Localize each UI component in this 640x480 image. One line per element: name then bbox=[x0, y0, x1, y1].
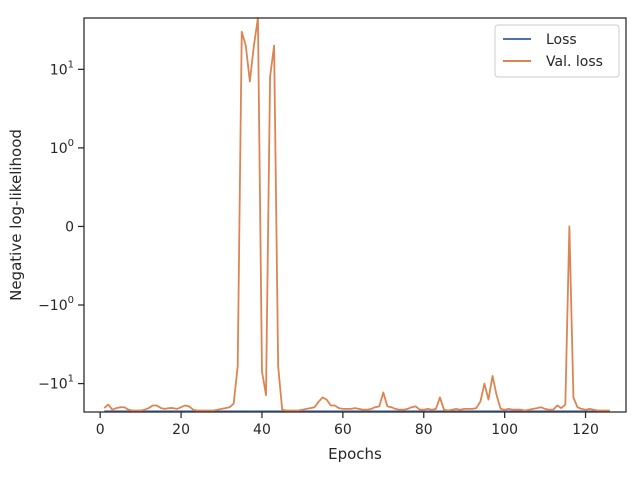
y-tick-label: −100 bbox=[38, 295, 74, 314]
plot-background bbox=[84, 18, 626, 412]
x-tick-label: 80 bbox=[415, 422, 433, 438]
x-tick-label: 0 bbox=[96, 422, 105, 438]
y-axis-label: Negative log-likelihood bbox=[7, 129, 25, 301]
y-tick-label: 101 bbox=[50, 59, 74, 78]
y-tick-label: 100 bbox=[50, 138, 74, 157]
x-tick-label: 120 bbox=[572, 422, 599, 438]
series-line-val-loss bbox=[103, 17, 610, 412]
y-tick-label: −101 bbox=[38, 374, 74, 393]
x-tick-label: 20 bbox=[172, 422, 190, 438]
series-layer bbox=[103, 17, 610, 413]
y-tick-label: 0 bbox=[65, 219, 74, 235]
legend-label-loss: Loss bbox=[546, 32, 577, 48]
legend-label-val-loss: Val. loss bbox=[546, 54, 603, 70]
x-tick-label: 100 bbox=[491, 422, 518, 438]
y-ticks: 101 100 0 −100 −101 bbox=[38, 59, 84, 393]
x-tick-label: 60 bbox=[334, 422, 352, 438]
x-tick-label: 40 bbox=[253, 422, 271, 438]
x-axis-label: Epochs bbox=[328, 445, 382, 463]
plot-frame bbox=[83, 17, 627, 413]
legend: Loss Val. loss bbox=[494, 24, 620, 78]
x-ticks: 0 20 40 60 80 100 120 bbox=[96, 412, 599, 438]
